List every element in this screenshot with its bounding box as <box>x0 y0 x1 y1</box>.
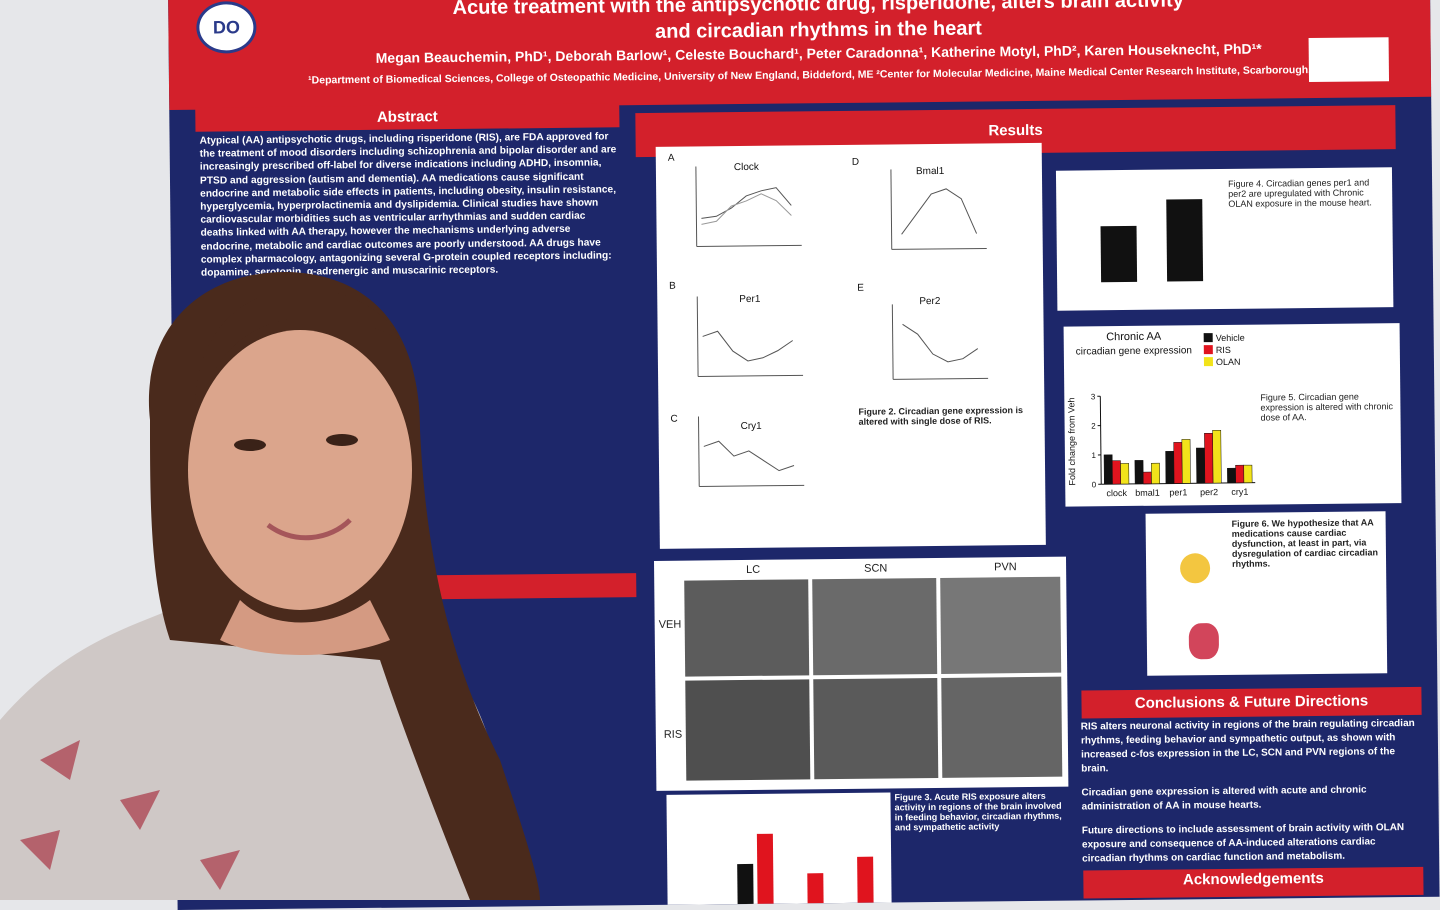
face <box>188 330 412 610</box>
eye <box>234 439 266 451</box>
eye <box>326 434 358 446</box>
